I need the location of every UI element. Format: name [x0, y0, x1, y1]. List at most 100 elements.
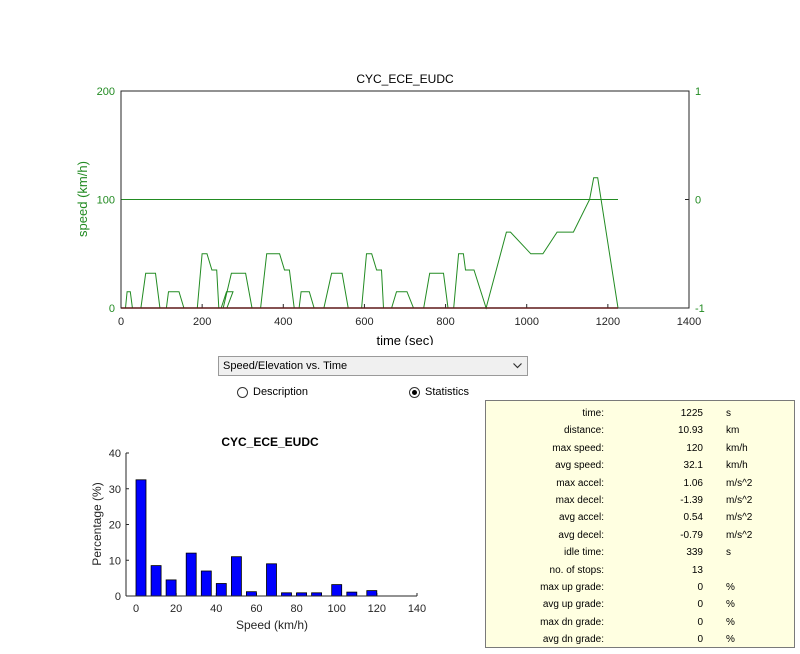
description-radio-label: Description	[253, 386, 308, 398]
histogram-bar	[267, 564, 277, 596]
stat-value: 13	[692, 562, 703, 579]
hist-x-tick-label: 100	[328, 603, 346, 615]
histogram-title: CYC_ECE_EUDC	[221, 435, 319, 449]
stat-row: no. of stops: 13	[486, 562, 794, 579]
stat-label: avg up grade:	[543, 596, 604, 613]
speed-time-chart: CYC_ECE_EUDC 0 200 400 600 800 1000 1200 140001…	[0, 0, 800, 345]
hist-x-tick-label: 60	[250, 603, 262, 615]
main-y-left-tick-label: 200	[97, 86, 115, 98]
stat-value: 120	[686, 440, 703, 457]
histogram-xlabel: Speed (km/h)	[236, 618, 308, 632]
stat-label: avg decel:	[558, 527, 604, 544]
histogram-bar	[136, 480, 146, 596]
hist-y-tick-label: 40	[109, 448, 121, 460]
stat-value: 339	[686, 544, 703, 561]
main-x-tick-label: 0	[118, 316, 124, 328]
stat-label: idle time:	[564, 544, 604, 561]
stat-row: max accel: 1.06 m/s^2	[486, 475, 794, 492]
histogram-bar	[151, 566, 161, 596]
main-plot-area: 0 200 400 600 800 1000 1200 1400 0 100 200 -1 0 1	[97, 86, 705, 328]
stat-label: avg dn grade:	[543, 631, 604, 648]
speed-histogram: CYC_ECE_EUDC 0 20 40 60 80 100 120 140 0 10 20 30 40…	[0, 419, 440, 654]
stat-label: max decel:	[556, 492, 604, 509]
hist-x-tick-label: 40	[210, 603, 222, 615]
hist-x-tick-label: 20	[170, 603, 182, 615]
stat-unit: %	[726, 631, 735, 648]
histogram-bar	[231, 557, 241, 596]
stat-row: avg speed: 32.1 km/h	[486, 457, 794, 474]
main-x-tick-label: 1400	[677, 316, 701, 328]
histogram-bar	[347, 592, 357, 596]
main-chart-ylabel: speed (km/h)	[75, 161, 90, 237]
stat-row: avg accel: 0.54 m/s^2	[486, 509, 794, 526]
stat-label: max speed:	[552, 440, 604, 457]
hist-x-tick-label: 140	[408, 603, 426, 615]
stat-unit: s	[726, 544, 731, 561]
histogram-bar	[367, 591, 377, 596]
main-y-right-tick-label: 1	[695, 86, 701, 98]
histogram-ylabel: Percentage (%)	[90, 482, 104, 565]
stat-row: max dn grade: 0%	[486, 614, 794, 631]
statistics-panel: time: 1225 s distance: 10.93 km max speed: 120 k…	[485, 400, 795, 648]
hist-y-tick-label: 20	[109, 520, 121, 532]
plot-type-selected: Speed/Elevation vs. Time	[223, 360, 347, 372]
stat-row: max decel: -1.39 m/s^2	[486, 492, 794, 509]
stat-value: -0.79	[680, 527, 703, 544]
histogram-bar	[332, 585, 342, 596]
description-radio[interactable]: Description	[237, 384, 308, 400]
stat-value: 1.06	[684, 475, 703, 492]
stat-row: distance: 10.93 km	[486, 422, 794, 439]
main-chart-title: CYC_ECE_EUDC	[356, 72, 454, 86]
histogram-bar	[166, 580, 176, 596]
main-y-right-tick-label: -1	[695, 303, 705, 315]
main-x-tick-label: 600	[355, 316, 373, 328]
stat-value: 10.93	[678, 422, 703, 439]
stat-unit: m/s^2	[726, 527, 752, 544]
plot-type-dropdown[interactable]: Speed/Elevation vs. Time	[218, 356, 528, 376]
stat-unit: m/s^2	[726, 509, 752, 526]
description-radio-indicator	[237, 387, 248, 398]
hist-y-tick-label: 30	[109, 484, 121, 496]
hist-y-tick-label: 0	[115, 591, 121, 603]
stat-unit: s	[726, 405, 731, 422]
stat-value: 32.1	[684, 457, 703, 474]
main-x-tick-label: 800	[436, 316, 454, 328]
stat-unit: m/s^2	[726, 492, 752, 509]
speed-line	[121, 178, 618, 308]
main-y-right-tick-label: 0	[695, 195, 701, 207]
histogram-bar	[216, 584, 226, 597]
stat-label: max dn grade:	[540, 614, 604, 631]
main-chart-xlabel: time (sec)	[376, 333, 433, 345]
hist-x-tick-label: 0	[133, 603, 139, 615]
main-y-left-tick-label: 0	[109, 303, 115, 315]
stat-label: no. of stops:	[550, 562, 604, 579]
stat-row: max up grade: 0%	[486, 579, 794, 596]
stat-unit: %	[726, 596, 735, 613]
stat-label: avg accel:	[559, 509, 604, 526]
stat-label: max up grade:	[540, 579, 604, 596]
stat-label: avg speed:	[555, 457, 604, 474]
chevron-down-icon	[511, 357, 523, 375]
stat-unit: km/h	[726, 457, 748, 474]
main-x-tick-label: 200	[193, 316, 211, 328]
hist-x-tick-label: 80	[290, 603, 302, 615]
stat-row: time: 1225 s	[486, 405, 794, 422]
stat-value: -1.39	[680, 492, 703, 509]
statistics-radio-label: Statistics	[425, 386, 469, 398]
hist-x-tick-label: 120	[368, 603, 386, 615]
main-x-tick-label: 1200	[596, 316, 620, 328]
histogram-bar	[246, 592, 256, 596]
stat-value: 0	[697, 579, 703, 596]
histogram-bar	[201, 571, 211, 596]
stat-label: distance:	[564, 422, 604, 439]
main-x-tick-label: 1000	[514, 316, 538, 328]
stat-value: 0.54	[684, 509, 703, 526]
stat-unit: m/s^2	[726, 475, 752, 492]
main-y-left-tick-label: 100	[97, 195, 115, 207]
histogram-bar	[186, 553, 196, 596]
stat-unit: km	[726, 422, 739, 439]
statistics-radio[interactable]: Statistics	[409, 384, 469, 400]
hist-y-tick-label: 10	[109, 555, 121, 567]
stat-row: idle time: 339 s	[486, 544, 794, 561]
statistics-radio-indicator	[409, 387, 420, 398]
